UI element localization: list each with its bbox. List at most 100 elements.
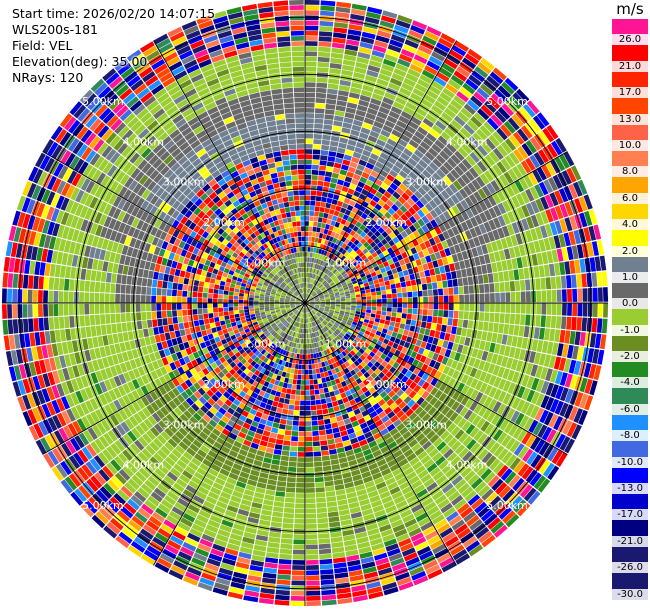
velocity-gate [319,388,325,394]
velocity-gate [312,292,316,297]
velocity-gate [280,318,285,323]
velocity-gate [371,306,377,311]
velocity-gate [206,365,214,373]
velocity-gate [413,221,421,230]
velocity-gate [382,303,387,307]
velocity-gate [461,420,472,432]
velocity-gate [176,351,183,360]
velocity-gate [138,467,151,479]
velocity-gate [356,164,365,172]
velocity-gate [291,306,296,310]
velocity-gate [322,217,328,224]
velocity-gate [270,389,277,396]
velocity-gate [346,279,352,284]
velocity-gate [417,218,426,227]
velocity-gate [353,353,360,360]
velocity-gate [277,574,291,580]
velocity-gate [337,284,343,289]
velocity-gate [328,443,336,450]
velocity-gate [231,528,244,537]
velocity-gate [447,218,456,228]
velocity-gate [166,339,173,348]
velocity-gate [89,458,102,472]
velocity-gate [91,514,106,529]
velocity-gate [302,328,304,334]
velocity-gate [344,544,358,552]
velocity-gate [256,482,267,489]
velocity-gate [310,303,315,305]
velocity-gate [285,425,293,431]
velocity-gate [516,88,530,103]
velocity-gate [127,478,140,490]
velocity-gate [410,116,422,126]
velocity-gate [436,323,442,332]
velocity-gate [464,196,474,208]
velocity-gate [352,373,360,380]
velocity-gate [549,398,560,413]
velocity-gate [288,336,293,341]
velocity-gate [353,339,359,345]
velocity-gate [113,399,123,411]
velocity-gate [141,407,151,418]
velocity-gate [464,170,475,182]
velocity-gate [513,460,526,474]
velocity-gate [330,301,336,303]
velocity-gate [305,5,320,11]
velocity-gate [80,375,89,388]
velocity-gate [262,430,271,437]
velocity-gate [363,475,373,484]
velocity-gate [416,145,428,155]
velocity-gate [180,382,189,391]
velocity-gate [404,227,413,236]
velocity-gate [166,515,179,526]
velocity-gate [307,288,310,294]
velocity-gate [124,418,135,430]
velocity-gate [314,461,323,467]
velocity-gate [512,92,526,106]
velocity-gate [544,194,554,208]
velocity-gate [329,328,334,334]
velocity-gate [284,502,295,508]
velocity-gate [381,307,387,312]
velocity-gate [76,418,87,432]
velocity-gate [215,454,226,463]
velocity-gate [502,510,516,524]
velocity-gate [448,310,454,318]
velocity-gate [386,330,393,336]
velocity-gate [396,344,404,352]
velocity-gate [137,451,149,463]
velocity-gate [292,320,296,326]
velocity-gate [439,444,451,455]
velocity-gate [280,543,293,550]
velocity-gate [424,357,432,366]
velocity-gate [230,334,237,341]
velocity-gate [582,288,588,302]
velocity-gate [312,159,320,165]
velocity-gate [102,449,114,462]
velocity-gate [433,100,446,111]
velocity-gate [363,571,379,580]
velocity-gate [343,315,349,320]
velocity-gate [269,469,279,476]
velocity-gate [317,517,329,524]
velocity-gate [550,384,559,398]
velocity-gate [319,277,323,283]
velocity-gate [335,184,343,191]
velocity-gate [372,195,380,203]
velocity-gate [469,518,483,531]
velocity-gate [314,389,320,395]
velocity-gate [340,430,348,437]
velocity-gate [448,515,462,527]
velocity-gate [297,452,305,457]
velocity-gate [526,303,531,314]
velocity-gate [438,67,453,78]
velocity-gate [340,294,346,298]
velocity-gate [337,95,348,102]
velocity-gate [305,503,316,509]
velocity-gate [360,231,367,238]
velocity-gate [235,406,244,414]
velocity-gate [342,529,355,537]
velocity-gate [440,273,447,281]
velocity-gate [149,391,159,401]
velocity-gate [316,502,327,508]
